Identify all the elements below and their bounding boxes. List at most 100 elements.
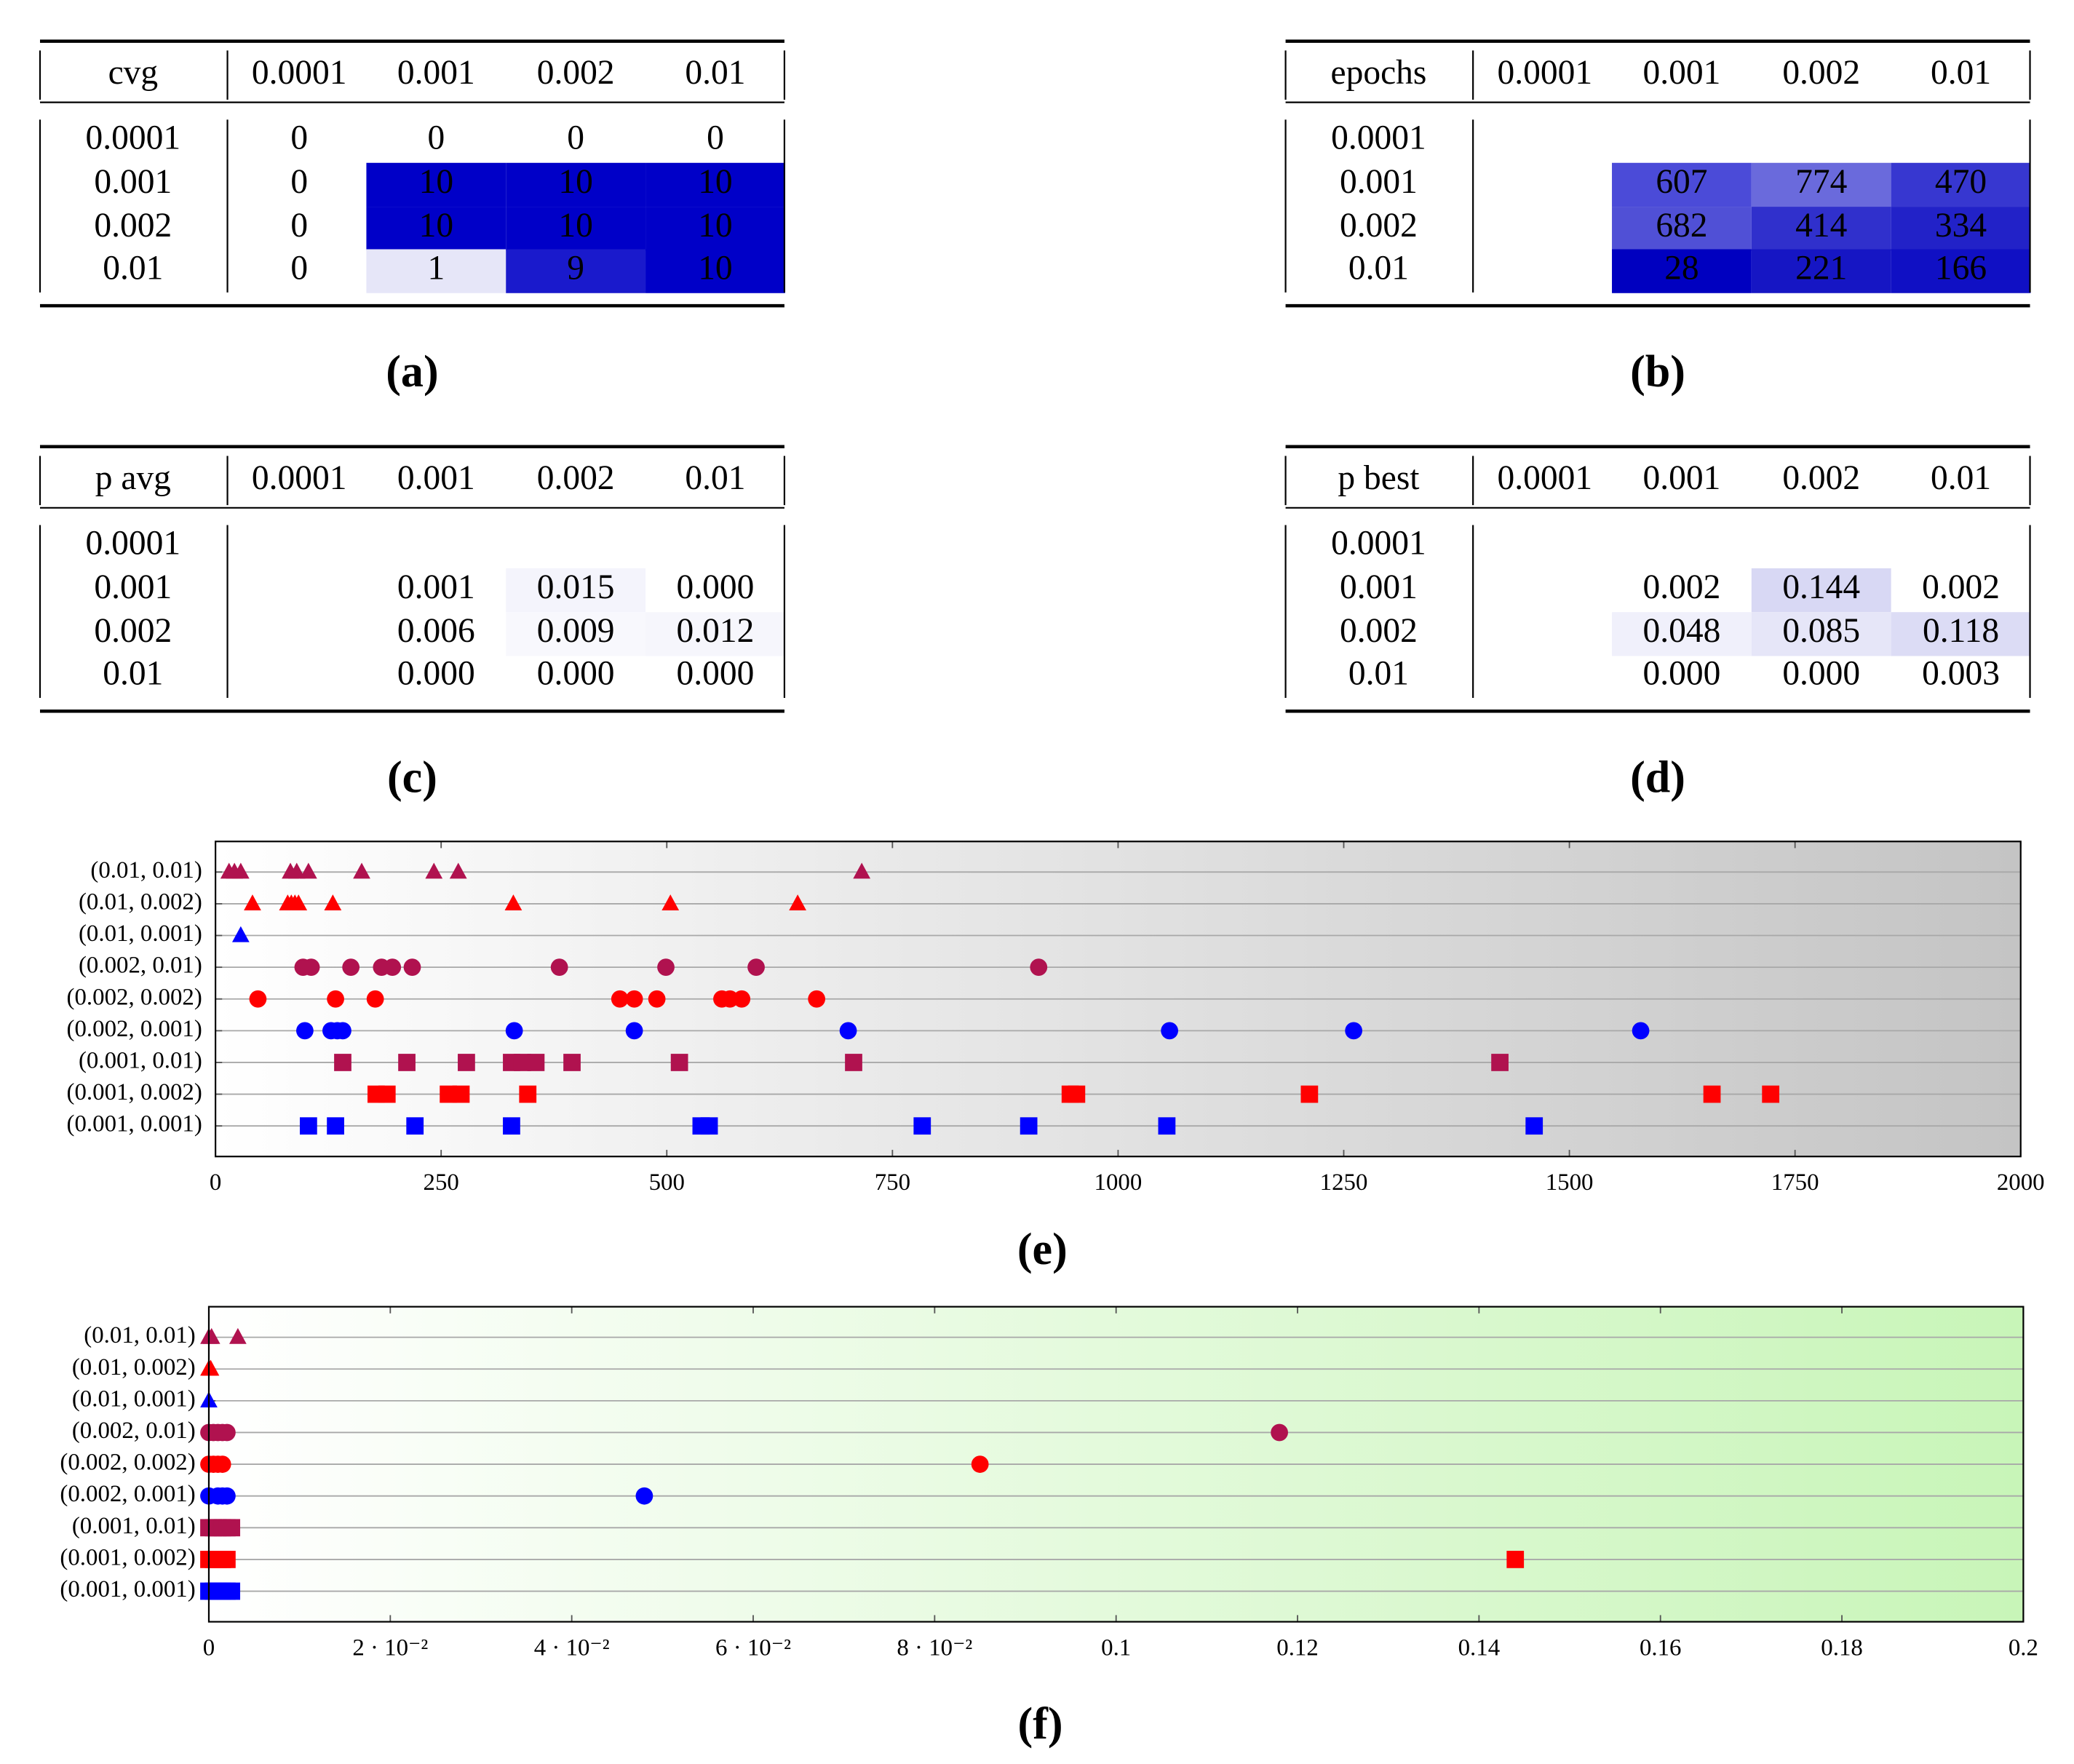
heat-cell — [1612, 207, 1752, 251]
heat-cell — [1612, 612, 1752, 656]
x-tick-label: 2 · 10⁻² — [352, 1634, 428, 1661]
caption: (e) — [1017, 1225, 1068, 1274]
x-tick-label: 0.16 — [1640, 1634, 1682, 1661]
point — [550, 958, 568, 977]
x-tick-label: 1000 — [1094, 1169, 1143, 1196]
x-tick-label: 1250 — [1320, 1169, 1368, 1196]
column-header: 0.002 — [537, 54, 615, 92]
point — [625, 990, 643, 1008]
point — [853, 862, 871, 879]
table-cell: 0 — [290, 250, 308, 287]
heat-cell — [366, 162, 506, 207]
point — [334, 1022, 351, 1040]
column-header: 0.0001 — [252, 459, 347, 497]
table-cell: 28 — [1664, 250, 1698, 287]
point — [971, 1455, 989, 1473]
column-header: 0.001 — [397, 459, 475, 497]
point — [327, 990, 344, 1008]
table-cell: 0.015 — [537, 568, 615, 606]
point — [670, 1054, 688, 1071]
column-header: 0.0001 — [252, 54, 347, 92]
point — [202, 1359, 220, 1376]
table-cell: 0 — [290, 163, 308, 201]
point — [1525, 1117, 1543, 1135]
point — [635, 1487, 653, 1505]
column-header: 0.001 — [1643, 459, 1721, 497]
point — [218, 1423, 236, 1442]
y-tick-label: (0.01, 0.002) — [72, 1354, 196, 1380]
row-header: 0.001 — [1340, 568, 1418, 606]
x-tick-label: 8 · 10⁻² — [897, 1634, 972, 1661]
y-tick-label: (0.001, 0.001) — [60, 1576, 195, 1602]
heat-cell — [1751, 207, 1891, 251]
column-header: epochs — [1331, 54, 1427, 92]
x-tick-label: 0.1 — [1101, 1634, 1131, 1661]
x-tick-label: 0.14 — [1458, 1634, 1501, 1661]
row-header: 0.01 — [103, 250, 163, 287]
y-tick-label: (0.01, 0.01) — [84, 1322, 195, 1348]
heat-cell — [366, 207, 506, 251]
table-cell: 10 — [698, 163, 732, 201]
plot-frame — [207, 1306, 2025, 1623]
plot-frame — [215, 841, 2022, 1158]
table-cell: 0 — [427, 119, 445, 157]
x-tick-label: 750 — [875, 1169, 910, 1196]
row-header: 0.0001 — [86, 525, 181, 563]
heat-cell — [645, 612, 785, 656]
row-header: 0.002 — [1340, 612, 1418, 650]
point — [505, 1022, 523, 1040]
point — [519, 1085, 537, 1103]
caption: (c) — [387, 752, 437, 802]
x-tick-label: 0 — [210, 1169, 221, 1196]
point — [324, 894, 342, 911]
x-tick-label: 250 — [424, 1169, 459, 1196]
table-cell: 0.085 — [1782, 612, 1860, 650]
table-cell: 10 — [558, 207, 592, 245]
point — [299, 862, 317, 879]
table-cell: 10 — [698, 250, 732, 287]
table-cell: 166 — [1935, 250, 1987, 287]
table-cell: 0.000 — [397, 655, 475, 693]
y-tick-label: (0.002, 0.001) — [67, 1016, 202, 1042]
point — [231, 926, 250, 942]
point — [458, 1054, 475, 1071]
heat-cell — [1751, 162, 1891, 207]
column-header: 0.01 — [685, 459, 745, 497]
column-header: 0.001 — [397, 54, 475, 92]
point — [789, 894, 806, 911]
x-tick-label: 0.18 — [1821, 1634, 1863, 1661]
row-header: 0.001 — [94, 568, 172, 606]
y-tick-label: (0.001, 0.001) — [67, 1111, 202, 1137]
table-cell: 0.144 — [1782, 568, 1860, 606]
heat-cell — [1612, 249, 1752, 293]
x-tick-label: 500 — [649, 1169, 685, 1196]
point — [213, 1455, 231, 1473]
y-tick-label: (0.01, 0.001) — [72, 1386, 196, 1412]
x-tick-label: 6 · 10⁻² — [715, 1634, 791, 1661]
caption: (a) — [386, 347, 438, 397]
table-cell: 0.006 — [397, 612, 475, 650]
x-tick-label: 0.2 — [2009, 1634, 2038, 1661]
row-header: 0.0001 — [1331, 119, 1426, 157]
heat-cell — [1751, 568, 1891, 613]
table-cell: 0 — [290, 207, 308, 245]
column-header: cvg — [108, 54, 159, 92]
y-tick-label: (0.001, 0.01) — [72, 1513, 196, 1539]
point — [1300, 1085, 1319, 1103]
point — [661, 894, 680, 911]
point — [223, 1519, 241, 1537]
point — [342, 958, 360, 977]
table-cell: 0.009 — [537, 612, 615, 650]
table-cell: 221 — [1795, 250, 1847, 287]
point — [1030, 958, 1048, 977]
y-tick-label: (0.002, 0.002) — [67, 984, 202, 1010]
point — [366, 990, 384, 1008]
point — [299, 1117, 317, 1135]
point — [1345, 1022, 1363, 1040]
point — [452, 1085, 470, 1103]
y-tick-label: (0.01, 0.002) — [79, 889, 202, 915]
y-tick-label: (0.002, 0.002) — [60, 1450, 195, 1476]
column-header: p best — [1338, 459, 1419, 497]
table-cell: 0 — [567, 119, 584, 157]
point — [244, 894, 261, 911]
